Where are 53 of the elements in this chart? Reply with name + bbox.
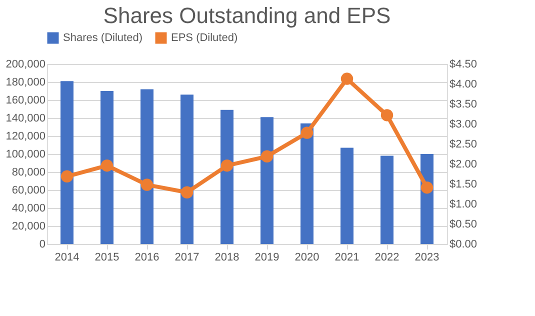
bar — [260, 117, 274, 244]
y2-tick-label: $3.00 — [450, 118, 478, 130]
y2-tick-label: $1.50 — [450, 178, 478, 190]
x-tick-label: 2022 — [374, 252, 400, 264]
point — [60, 170, 74, 183]
bar — [300, 123, 314, 244]
point — [220, 159, 234, 172]
bar — [60, 81, 74, 244]
y-tick-label: 200,000 — [6, 58, 46, 70]
point — [380, 109, 394, 122]
x-tick-label: 2020 — [294, 252, 320, 264]
y-tick-label: 40,000 — [12, 202, 46, 214]
bar — [140, 89, 154, 244]
bar — [220, 110, 234, 244]
x-tick-label: 2019 — [254, 252, 280, 264]
chart-title: Shares Outstanding and EPS — [103, 3, 391, 28]
x-tick-label: 2021 — [334, 252, 360, 264]
x-tick-label: 2023 — [414, 252, 440, 264]
point — [300, 126, 314, 139]
y2-tick-label: $4.00 — [450, 78, 478, 90]
legend-label: Shares (Diluted) — [63, 32, 142, 44]
y-tick-label: 60,000 — [12, 184, 46, 196]
point — [180, 186, 194, 199]
x-tick-label: 2016 — [134, 252, 160, 264]
y-tick-label: 120,000 — [6, 130, 46, 142]
point — [260, 150, 274, 163]
y2-tick-label: $1.00 — [450, 198, 478, 210]
y2-tick-label: $0.50 — [450, 218, 478, 230]
point — [140, 178, 154, 191]
x-tick-label: 2018 — [214, 252, 240, 264]
point — [340, 72, 354, 85]
y-tick-label: 100,000 — [6, 148, 46, 160]
x-tick-label: 2014 — [54, 252, 80, 264]
y-tick-label: 160,000 — [6, 94, 46, 106]
point — [100, 159, 114, 172]
y2-tick-label: $2.00 — [450, 158, 478, 170]
y-tick-label: 0 — [39, 238, 46, 250]
bar — [100, 91, 114, 244]
y2-tick-label: $4.50 — [450, 58, 478, 70]
y2-tick-label: $2.50 — [450, 138, 478, 150]
legend-label: EPS (Diluted) — [171, 32, 238, 44]
bar — [180, 94, 194, 244]
x-tick-label: 2015 — [94, 252, 120, 264]
y2-tick-label: $0.00 — [450, 238, 478, 250]
y-tick-label: 80,000 — [12, 166, 46, 178]
y-tick-label: 140,000 — [6, 112, 46, 124]
y-tick-label: 20,000 — [12, 220, 46, 232]
y-tick-label: 180,000 — [6, 76, 46, 88]
x-tick-label: 2017 — [174, 252, 200, 264]
y2-tick-label: $3.50 — [450, 98, 478, 110]
bar — [380, 156, 394, 244]
point — [420, 181, 434, 194]
bar — [340, 148, 354, 244]
